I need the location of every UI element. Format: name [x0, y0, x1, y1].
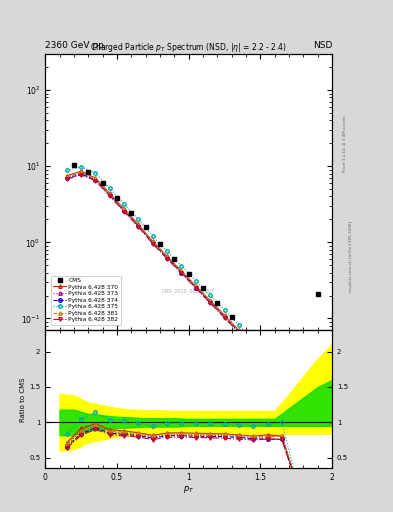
- Text: Rivet 3.1.10, ≥ 3.4M events: Rivet 3.1.10, ≥ 3.4M events: [343, 115, 347, 172]
- Text: 2360 GeV pp: 2360 GeV pp: [45, 41, 104, 50]
- Title: Charged Particle $p_T$ Spectrum (NSD, $|\eta|$ = 2.2 - 2.4): Charged Particle $p_T$ Spectrum (NSD, $|…: [90, 40, 287, 54]
- X-axis label: $p_T$: $p_T$: [183, 484, 194, 495]
- Text: CMS_2010_S8547297: CMS_2010_S8547297: [162, 289, 215, 294]
- Legend: CMS, Pythia 6.428 370, Pythia 6.428 373, Pythia 6.428 374, Pythia 6.428 375, Pyt: CMS, Pythia 6.428 370, Pythia 6.428 373,…: [51, 275, 121, 325]
- Text: NSD: NSD: [313, 41, 332, 50]
- Y-axis label: Ratio to CMS: Ratio to CMS: [20, 377, 26, 421]
- Text: mcplots.cern.ch [arXiv:1306.3436]: mcplots.cern.ch [arXiv:1306.3436]: [349, 221, 353, 291]
